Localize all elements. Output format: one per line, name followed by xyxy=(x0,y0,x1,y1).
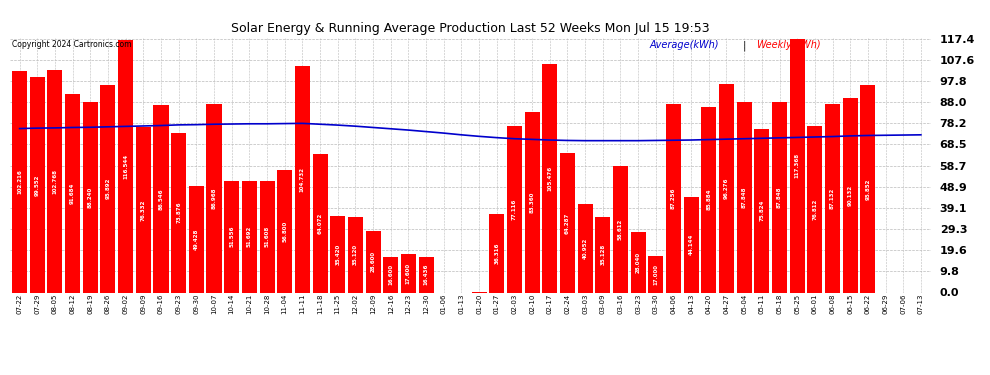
Text: 40.952: 40.952 xyxy=(583,238,588,259)
Bar xyxy=(790,39,805,292)
Bar xyxy=(48,70,62,292)
Bar xyxy=(83,102,98,292)
Text: 16.436: 16.436 xyxy=(424,264,429,285)
Text: 90.132: 90.132 xyxy=(847,184,852,206)
Text: 58.612: 58.612 xyxy=(618,219,623,240)
Text: 49.428: 49.428 xyxy=(194,228,199,250)
Bar xyxy=(65,94,80,292)
Text: 86.546: 86.546 xyxy=(158,188,163,210)
Text: 77.116: 77.116 xyxy=(512,198,517,220)
Bar xyxy=(189,186,204,292)
Bar xyxy=(136,128,150,292)
Text: 73.876: 73.876 xyxy=(176,202,181,223)
Text: 116.544: 116.544 xyxy=(123,154,128,179)
Bar xyxy=(666,104,681,292)
Bar xyxy=(365,231,380,292)
Text: 87.256: 87.256 xyxy=(671,188,676,209)
Bar xyxy=(100,85,116,292)
Bar xyxy=(648,256,663,292)
Text: 17.600: 17.600 xyxy=(406,263,411,284)
Text: 17.000: 17.000 xyxy=(653,264,658,285)
Text: 28.040: 28.040 xyxy=(636,252,641,273)
Text: |: | xyxy=(740,40,749,51)
Bar xyxy=(171,133,186,292)
Bar xyxy=(577,204,593,292)
Bar xyxy=(825,104,841,292)
Bar xyxy=(295,66,310,292)
Text: 28.600: 28.600 xyxy=(370,251,375,272)
Text: 87.848: 87.848 xyxy=(777,187,782,208)
Text: 85.884: 85.884 xyxy=(706,189,712,210)
Text: 35.420: 35.420 xyxy=(336,244,341,265)
Text: 86.968: 86.968 xyxy=(212,188,217,209)
Bar xyxy=(860,85,875,292)
Bar xyxy=(331,216,346,292)
Bar xyxy=(259,181,274,292)
Bar xyxy=(277,170,292,292)
Text: 95.892: 95.892 xyxy=(106,178,111,200)
Text: 83.360: 83.360 xyxy=(530,192,535,213)
Text: Weekly(kWh): Weekly(kWh) xyxy=(755,40,821,50)
Bar xyxy=(224,181,240,292)
Text: 102.768: 102.768 xyxy=(52,169,57,194)
Bar xyxy=(207,104,222,292)
Text: 56.800: 56.800 xyxy=(282,220,287,242)
Text: 104.732: 104.732 xyxy=(300,167,305,192)
Bar xyxy=(401,254,416,292)
Bar xyxy=(525,112,540,292)
Text: 51.556: 51.556 xyxy=(229,226,235,248)
Bar xyxy=(313,154,328,292)
Title: Solar Energy & Running Average Production Last 52 Weeks Mon Jul 15 19:53: Solar Energy & Running Average Productio… xyxy=(231,22,710,35)
Bar xyxy=(719,84,734,292)
Bar xyxy=(842,98,857,292)
Text: 35.120: 35.120 xyxy=(352,244,357,265)
Bar xyxy=(153,105,168,292)
Text: 64.072: 64.072 xyxy=(318,213,323,234)
Bar xyxy=(507,126,522,292)
Text: Average(kWh): Average(kWh) xyxy=(649,40,720,50)
Bar xyxy=(12,71,27,292)
Text: 95.852: 95.852 xyxy=(865,178,870,200)
Bar xyxy=(560,153,575,292)
Text: 44.144: 44.144 xyxy=(689,234,694,255)
Text: 76.812: 76.812 xyxy=(813,199,818,220)
Text: 117.368: 117.368 xyxy=(795,153,800,178)
Text: 75.824: 75.824 xyxy=(759,200,764,221)
Text: 88.240: 88.240 xyxy=(88,186,93,208)
Text: 102.216: 102.216 xyxy=(17,170,22,194)
Bar xyxy=(737,102,751,292)
Text: 16.600: 16.600 xyxy=(388,264,393,285)
Text: 87.132: 87.132 xyxy=(830,188,835,209)
Text: 64.287: 64.287 xyxy=(565,212,570,234)
Text: Copyright 2024 Cartronics.com: Copyright 2024 Cartronics.com xyxy=(12,40,132,49)
Text: 51.692: 51.692 xyxy=(247,226,251,247)
Bar xyxy=(595,216,610,292)
Bar xyxy=(347,216,363,292)
Bar xyxy=(631,232,645,292)
Bar xyxy=(684,197,699,292)
Text: 99.552: 99.552 xyxy=(35,174,40,195)
Bar xyxy=(419,257,434,292)
Bar xyxy=(489,214,504,292)
Text: 36.316: 36.316 xyxy=(494,243,499,264)
Bar xyxy=(807,126,823,292)
Bar xyxy=(613,166,628,292)
Bar xyxy=(754,129,769,292)
Bar xyxy=(383,256,398,292)
Bar xyxy=(242,181,256,292)
Text: 76.332: 76.332 xyxy=(141,199,146,220)
Text: 96.276: 96.276 xyxy=(724,178,729,199)
Text: 51.608: 51.608 xyxy=(264,226,269,248)
Text: 87.848: 87.848 xyxy=(742,187,746,208)
Bar xyxy=(543,64,557,292)
Bar xyxy=(701,107,717,292)
Text: 35.128: 35.128 xyxy=(600,244,605,265)
Bar xyxy=(118,40,134,292)
Text: 105.476: 105.476 xyxy=(547,166,552,191)
Text: 91.684: 91.684 xyxy=(70,183,75,204)
Bar xyxy=(772,102,787,292)
Bar xyxy=(30,77,45,292)
